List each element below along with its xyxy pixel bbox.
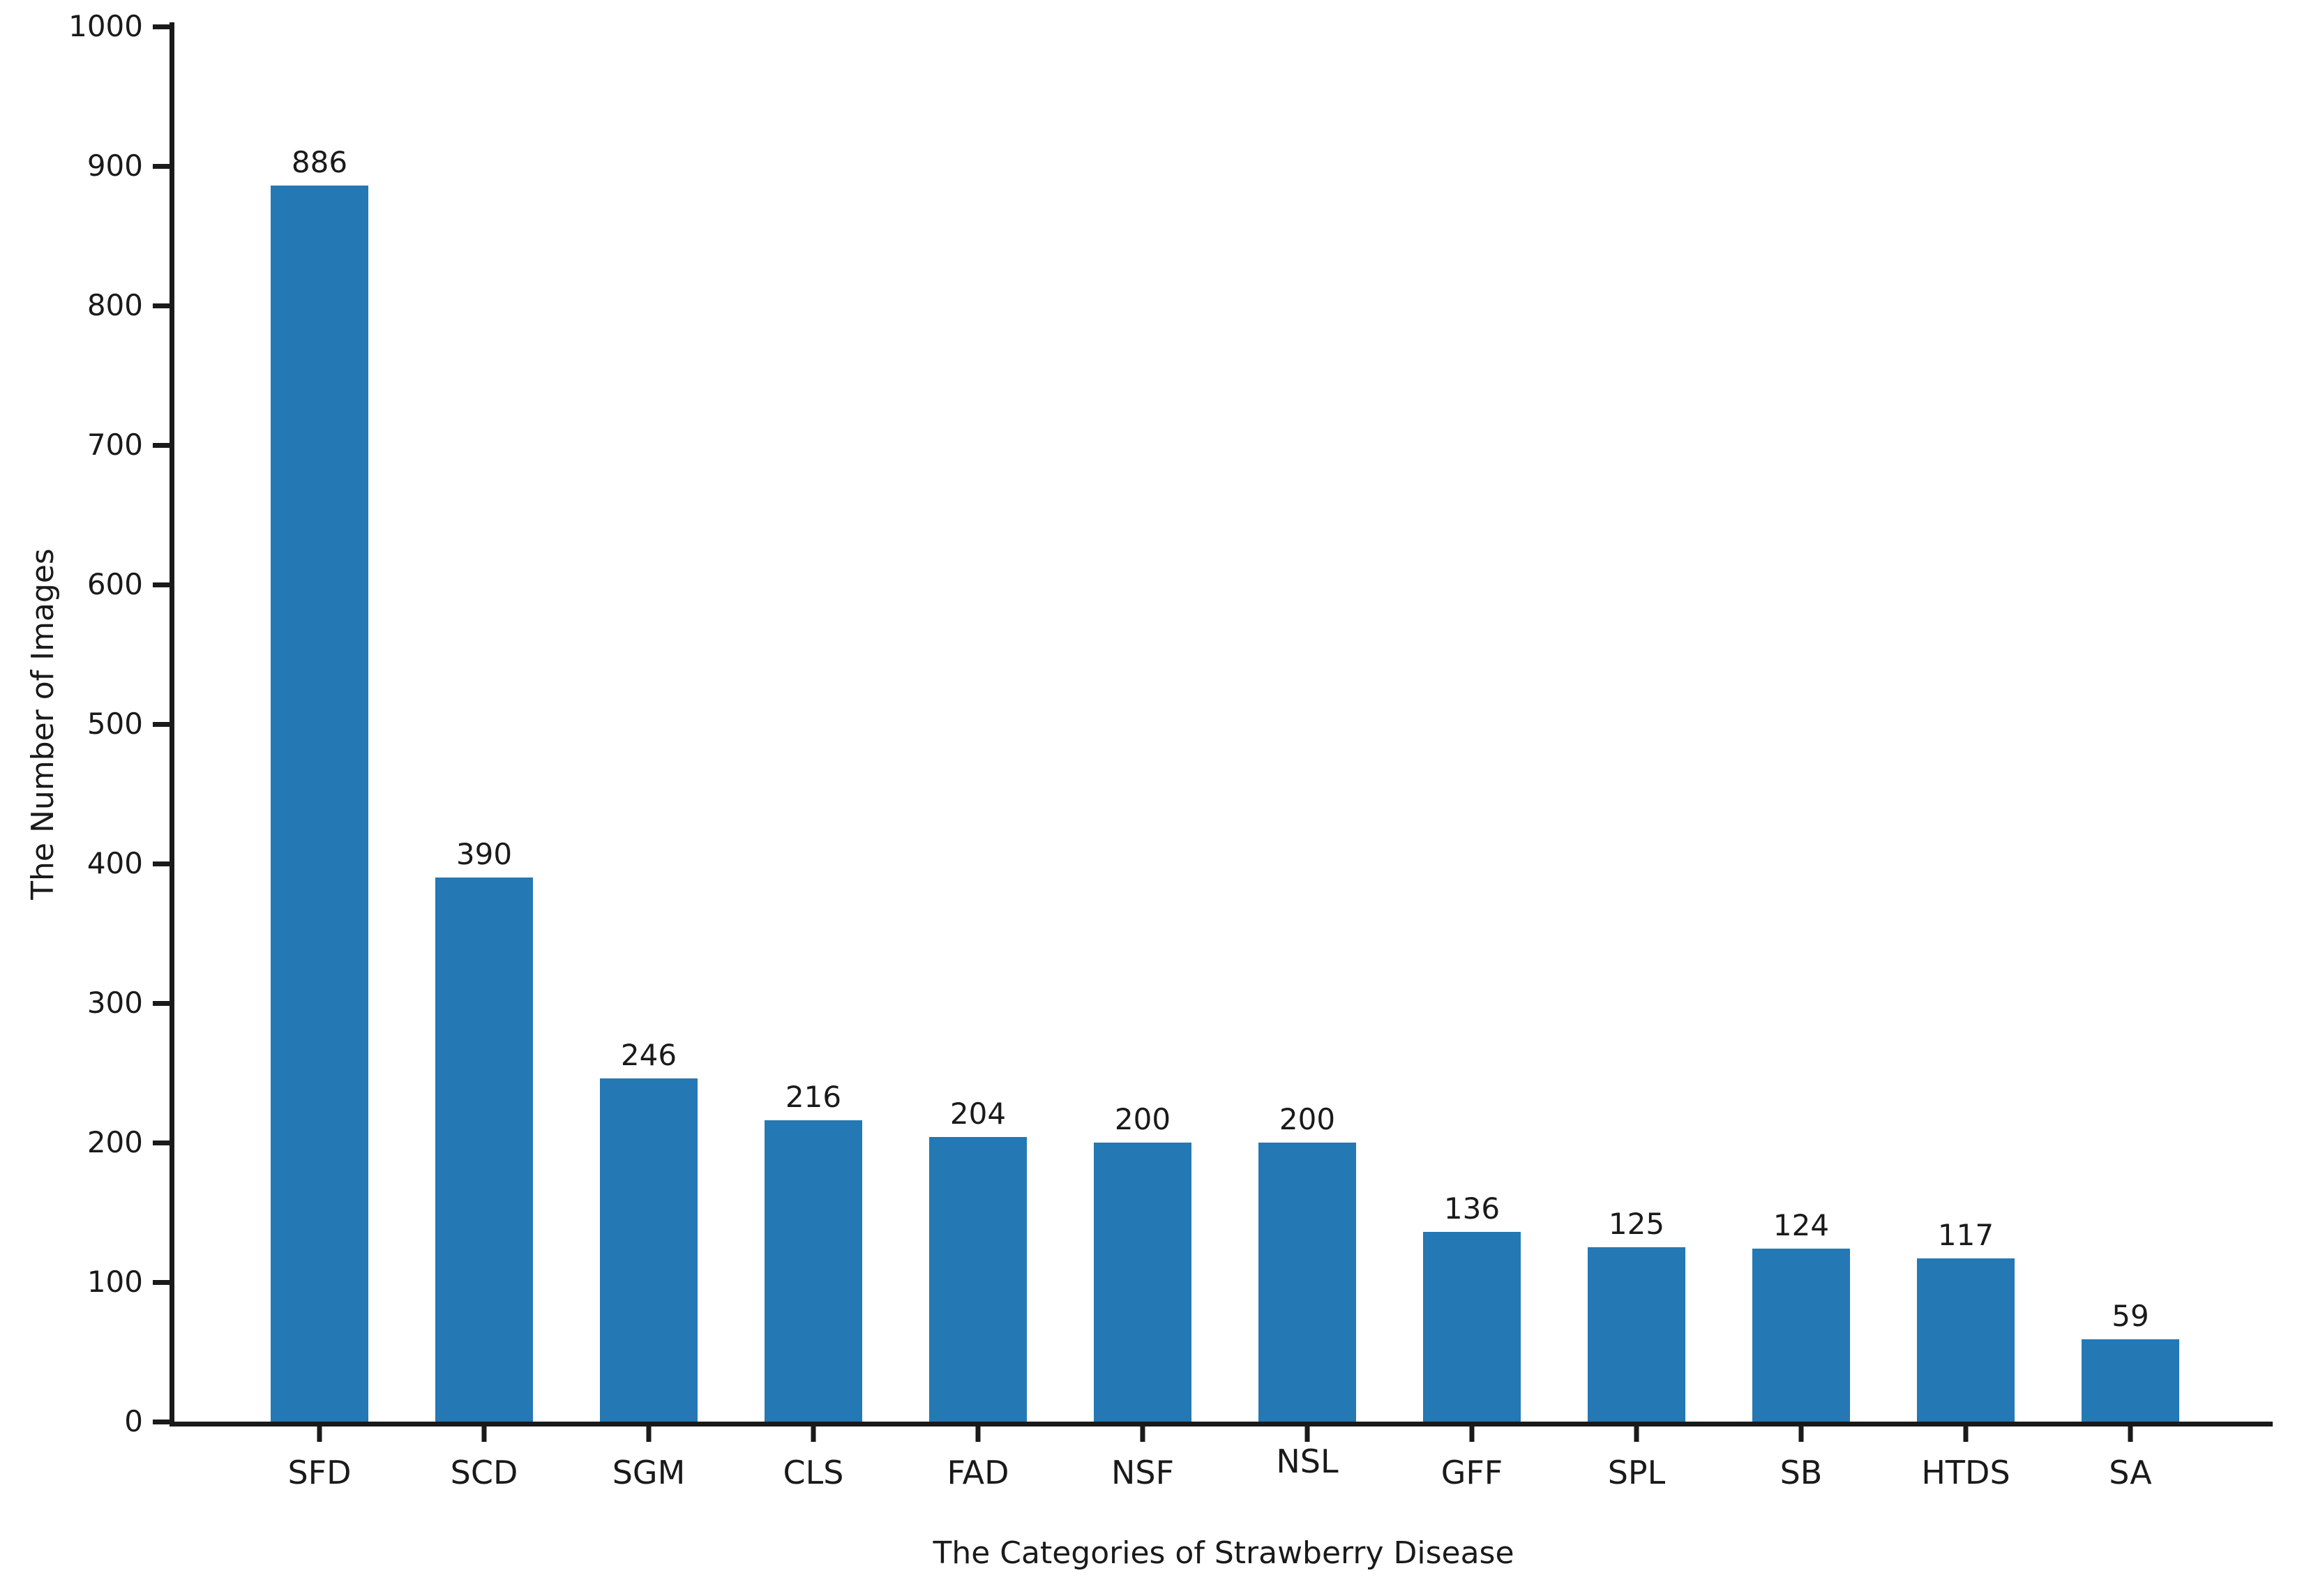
y-tick-label: 900 bbox=[86, 149, 143, 183]
bar-sfd bbox=[271, 186, 368, 1422]
x-tick-label-sa: SA bbox=[2109, 1454, 2152, 1491]
y-tick-label: 200 bbox=[86, 1125, 143, 1159]
x-tick-label-sb: SB bbox=[1780, 1454, 1823, 1491]
bar-value-label: 124 bbox=[1773, 1208, 1830, 1242]
bar-nsf bbox=[1094, 1143, 1191, 1422]
bar-slot-sfd: 886 SFD bbox=[237, 27, 402, 1489]
x-tick-mark bbox=[317, 1426, 322, 1442]
x-tick-label-fad: FAD bbox=[947, 1454, 1009, 1491]
x-tick-label-spl: SPL bbox=[1607, 1454, 1666, 1491]
x-tick-mark bbox=[1963, 1426, 1969, 1442]
x-tick-label-cls: CLS bbox=[783, 1454, 844, 1491]
bar-value-label: 886 bbox=[291, 145, 348, 179]
bar-value-label: 125 bbox=[1608, 1207, 1665, 1241]
y-tick-mark bbox=[153, 1279, 170, 1285]
y-tick-mark bbox=[153, 1000, 170, 1006]
y-tick-mark bbox=[153, 861, 170, 866]
bar-slot-nsl: 200 NSL bbox=[1225, 27, 1390, 1477]
bar-spl bbox=[1588, 1247, 1685, 1422]
bar-value-label: 204 bbox=[949, 1097, 1007, 1131]
bar-value-label: 136 bbox=[1443, 1191, 1500, 1226]
bar-slot-fad: 204 FAD bbox=[896, 27, 1060, 1489]
y-tick-mark bbox=[153, 582, 170, 587]
x-tick-mark bbox=[481, 1426, 487, 1442]
y-tick-label: 100 bbox=[86, 1265, 143, 1299]
x-axis-line bbox=[170, 1422, 2273, 1426]
y-axis-title: The Number of Images bbox=[25, 548, 61, 900]
bar-cls bbox=[765, 1120, 862, 1422]
bar-slot-scd: 390 SCD bbox=[402, 27, 566, 1489]
y-tick-mark bbox=[153, 1419, 170, 1424]
y-tick-mark bbox=[153, 1140, 170, 1145]
bar-value-label: 117 bbox=[1937, 1218, 1994, 1252]
bar-gff bbox=[1423, 1232, 1521, 1422]
bar-value-label: 200 bbox=[1279, 1102, 1336, 1136]
bar-value-label: 59 bbox=[2112, 1299, 2149, 1333]
y-tick-label: 1000 bbox=[68, 9, 143, 43]
bar-slot-sgm: 246 SGM bbox=[566, 27, 731, 1489]
x-tick-mark bbox=[811, 1426, 816, 1442]
y-tick-label: 400 bbox=[86, 846, 143, 880]
x-tick-mark bbox=[975, 1426, 981, 1442]
x-tick-mark bbox=[1140, 1426, 1145, 1442]
y-tick-label: 800 bbox=[86, 288, 143, 322]
y-tick-label: 0 bbox=[124, 1404, 143, 1438]
bar-scd bbox=[435, 878, 533, 1422]
bar-slot-sa: 59 SA bbox=[2048, 27, 2213, 1489]
bar-nsl bbox=[1258, 1143, 1356, 1422]
y-tick-label: 700 bbox=[86, 428, 143, 462]
y-tick-mark bbox=[153, 24, 170, 29]
bar-slot-htds: 117 HTDS bbox=[1883, 27, 2048, 1489]
bar-slot-nsf: 200 NSF bbox=[1060, 27, 1225, 1489]
x-tick-mark bbox=[2128, 1426, 2133, 1442]
bar-slot-sb: 124 SB bbox=[1719, 27, 1883, 1489]
bar-value-label: 216 bbox=[785, 1080, 842, 1114]
y-tick-label: 600 bbox=[86, 567, 143, 601]
x-tick-mark bbox=[1304, 1426, 1310, 1442]
bar-htds bbox=[1917, 1258, 2015, 1422]
x-tick-label-sgm: SGM bbox=[612, 1454, 686, 1491]
x-axis-title: The Categories of Strawberry Disease bbox=[933, 1535, 1514, 1571]
x-tick-label-htds: HTDS bbox=[1921, 1454, 2010, 1491]
y-tick-mark bbox=[153, 721, 170, 727]
bar-value-label: 246 bbox=[620, 1038, 677, 1072]
x-tick-label-nsl: NSL bbox=[1276, 1443, 1339, 1480]
y-axis-line bbox=[170, 22, 174, 1426]
bar-sgm bbox=[600, 1078, 698, 1422]
x-tick-mark bbox=[646, 1426, 652, 1442]
bar-value-label: 200 bbox=[1114, 1102, 1171, 1136]
bar-slot-spl: 125 SPL bbox=[1554, 27, 1719, 1489]
bar-sa bbox=[2082, 1339, 2179, 1422]
bar-slot-gff: 136 GFF bbox=[1390, 27, 1554, 1489]
x-tick-mark bbox=[1634, 1426, 1639, 1442]
y-tick-mark bbox=[153, 163, 170, 169]
bar-slot-cls: 216 CLS bbox=[731, 27, 896, 1489]
y-tick-label: 300 bbox=[86, 986, 143, 1020]
y-tick-label: 500 bbox=[86, 707, 143, 741]
bar-sb bbox=[1752, 1249, 1850, 1422]
bar-value-label: 390 bbox=[456, 837, 513, 871]
x-tick-mark bbox=[1469, 1426, 1475, 1442]
x-tick-label-nsf: NSF bbox=[1111, 1454, 1175, 1491]
y-tick-mark bbox=[153, 303, 170, 308]
y-tick-mark bbox=[153, 442, 170, 448]
x-tick-label-scd: SCD bbox=[450, 1454, 518, 1491]
x-tick-mark bbox=[1798, 1426, 1804, 1442]
y-axis-ticks: 0 100 200 300 400 500 600 700 800 900 1000 bbox=[68, 12, 2273, 1436]
bar-fad bbox=[929, 1137, 1027, 1422]
plot-area: 0 100 200 300 400 500 600 700 800 900 1000 886 SFD 3… bbox=[68, 12, 2273, 1489]
x-tick-label-sfd: SFD bbox=[287, 1454, 352, 1491]
bars-container: 886 SFD 390 SCD 246 SGM 216 CLS 204 FAD 200 NSF 200 N… bbox=[237, 27, 2213, 1489]
x-tick-label-gff: GFF bbox=[1440, 1454, 1503, 1491]
